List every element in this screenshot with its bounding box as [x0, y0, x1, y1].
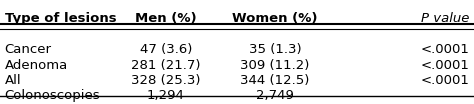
- Text: 281 (21.7): 281 (21.7): [131, 59, 201, 72]
- Text: Men (%): Men (%): [135, 12, 197, 25]
- Text: 35 (1.3): 35 (1.3): [248, 43, 301, 56]
- Text: 344 (12.5): 344 (12.5): [240, 74, 310, 87]
- Text: Women (%): Women (%): [232, 12, 318, 25]
- Text: Colonoscopies: Colonoscopies: [5, 89, 100, 102]
- Text: P value: P value: [421, 12, 469, 25]
- Text: Adenoma: Adenoma: [5, 59, 68, 72]
- Text: 328 (25.3): 328 (25.3): [131, 74, 201, 87]
- Text: <.0001: <.0001: [420, 74, 469, 87]
- Text: Type of lesions: Type of lesions: [5, 12, 116, 25]
- Text: All: All: [5, 74, 21, 87]
- Text: Cancer: Cancer: [5, 43, 52, 56]
- Text: 2,749: 2,749: [256, 89, 294, 102]
- Text: 309 (11.2): 309 (11.2): [240, 59, 310, 72]
- Text: 47 (3.6): 47 (3.6): [140, 43, 192, 56]
- Text: <.0001: <.0001: [420, 43, 469, 56]
- Text: <.0001: <.0001: [420, 59, 469, 72]
- Text: 1,294: 1,294: [147, 89, 185, 102]
